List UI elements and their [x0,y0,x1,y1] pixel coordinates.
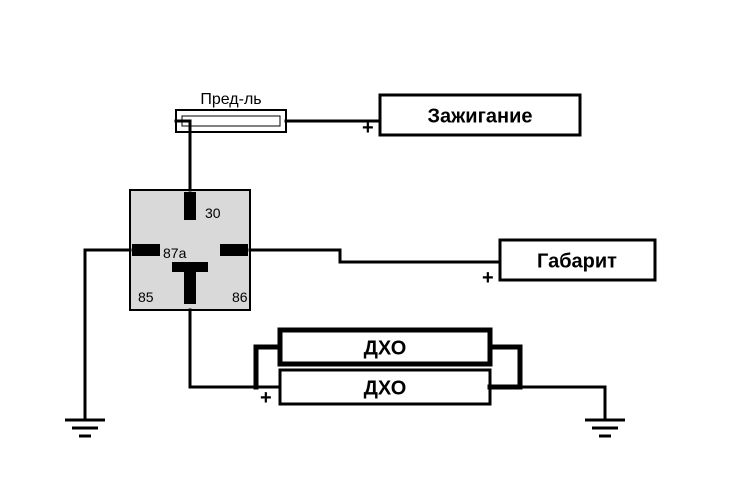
pin-87a-label: 87а [163,245,187,261]
dho2-box: ДХО [280,370,490,404]
fuse-title: Пред-ль [200,91,261,108]
pin-85-label: 85 [138,289,154,305]
wiring-diagram: 30 85 86 87а Пред-ль Зажигание Габарит Д… [0,0,730,501]
pin-30-label: 30 [205,205,221,221]
plus-parking: + [482,267,494,289]
parking-label: Габарит [537,250,617,272]
fuse: Пред-ль [176,91,286,132]
plus-dho: + [260,387,272,409]
ignition-box: Зажигание [380,95,580,135]
dho1-box: ДХО [280,330,490,364]
ground-left [65,420,105,436]
parking-box: Габарит [500,240,655,280]
ground-right [585,420,625,436]
dho2-label: ДХО [364,377,407,399]
dho1-label: ДХО [364,337,407,359]
pin-86-label: 86 [232,289,248,305]
ignition-label: Зажигание [427,105,532,127]
plus-ignition: + [362,117,374,139]
relay-block: 30 85 86 87а [130,190,250,310]
